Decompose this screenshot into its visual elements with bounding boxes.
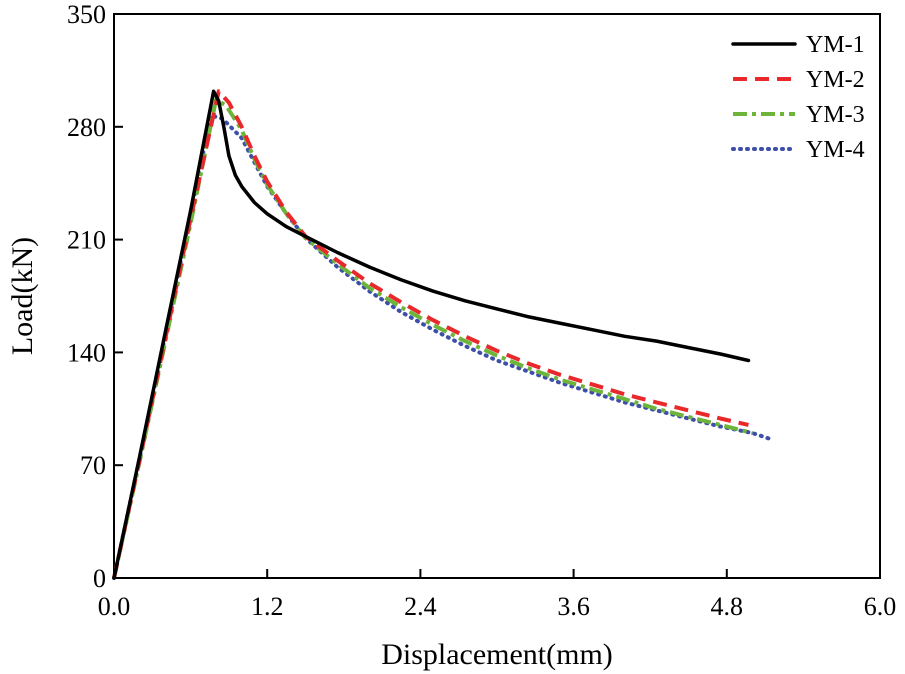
legend-label: YM-3	[806, 102, 865, 128]
x-tick-label: 3.6	[557, 592, 590, 621]
legend: YM-1 YM-2 YM-3 YM-4	[731, 32, 865, 163]
y-tick-label: 140	[67, 338, 106, 367]
y-axis-title: Load(kN)	[6, 237, 39, 355]
legend-label: YM-2	[806, 67, 865, 93]
y-tick-label: 280	[67, 113, 106, 142]
legend-label: YM-1	[806, 32, 865, 58]
series-line-ym-1	[112, 89, 751, 580]
x-tick-label: 4.8	[711, 592, 744, 621]
series-line-ym-2	[112, 89, 749, 579]
series-line-ym-4	[112, 113, 774, 580]
series-line-ym-3	[112, 97, 753, 579]
y-tick-label: 0	[93, 564, 106, 593]
x-tick-label: 2.4	[404, 592, 437, 621]
y-tick-label: 210	[67, 226, 106, 255]
series-layer	[112, 89, 774, 580]
x-tick-label: 6.0	[864, 592, 897, 621]
x-tick-label: 1.2	[251, 592, 284, 621]
x-axis-title: Displacement(mm)	[381, 638, 613, 671]
legend-label: YM-4	[806, 137, 865, 163]
ticks-layer: 0.0 1.2 2.4 3.6 4.8 6.0 0 70 140 210 280 350	[67, 0, 896, 621]
y-tick-label: 70	[80, 451, 106, 480]
plot-frame	[113, 13, 881, 579]
plot-border	[113, 13, 881, 579]
x-tick-label: 0.0	[98, 592, 131, 621]
y-tick-label: 350	[67, 0, 106, 29]
